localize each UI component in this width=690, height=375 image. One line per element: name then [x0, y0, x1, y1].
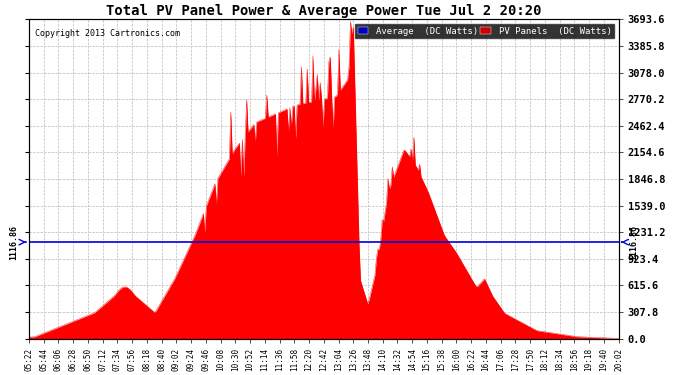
- Title: Total PV Panel Power & Average Power Tue Jul 2 20:20: Total PV Panel Power & Average Power Tue…: [106, 4, 542, 18]
- Text: 1116.86: 1116.86: [629, 225, 638, 260]
- Text: 1116.86: 1116.86: [10, 225, 19, 260]
- Text: Copyright 2013 Cartronics.com: Copyright 2013 Cartronics.com: [34, 29, 180, 38]
- Legend: Average  (DC Watts), PV Panels  (DC Watts): Average (DC Watts), PV Panels (DC Watts): [355, 24, 614, 38]
